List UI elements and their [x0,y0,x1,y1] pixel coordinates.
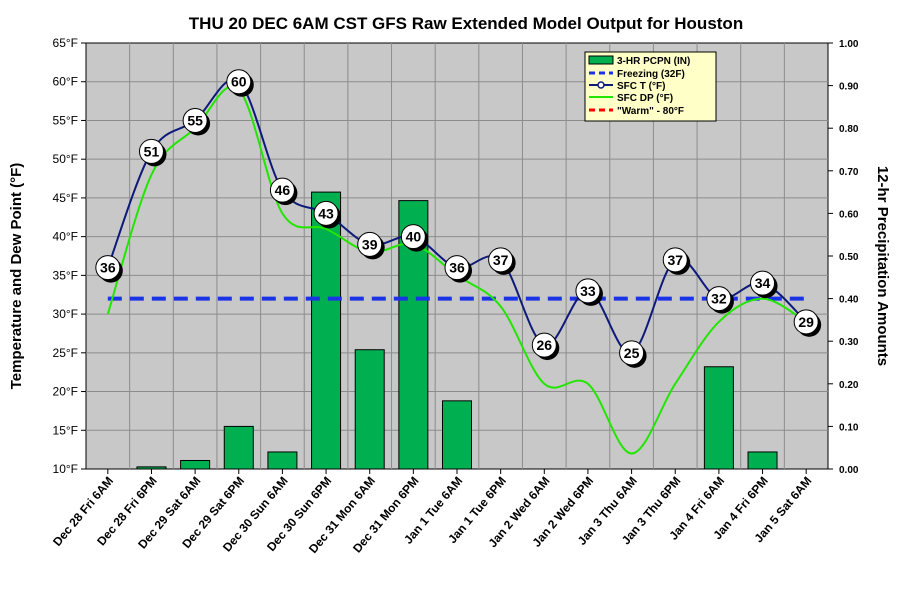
precip-bar [311,191,342,470]
left-tick-label: 45°F [53,191,78,205]
temp-marker [226,69,252,95]
left-tick-label: 30°F [53,307,78,321]
temp-marker [182,107,208,133]
temp-marker [488,247,514,273]
left-tick-label: 55°F [53,113,78,127]
temp-value-label: 37 [493,252,509,268]
temp-value-label: 34 [755,275,771,291]
legend: 3-HR PCPN (IN) Freezing (32F) SFC T (°F)… [584,51,717,122]
left-tick-label: 20°F [53,385,78,399]
temp-marker [575,278,601,304]
temp-value-label: 33 [580,283,596,299]
temp-marker [313,200,339,226]
temp-value-label: 43 [318,205,334,221]
left-axis-ticks: 10°F 15°F 20°F 25°F 30°F 35°F 40°F 45°F 50°F 55°F… [53,36,86,476]
left-tick-label: 65°F [53,36,78,50]
temp-marker [95,255,121,281]
left-tick-label: 35°F [53,268,78,282]
right-axis-label: 12-hr Precipitation Amounts [874,166,891,366]
right-tick-label: 0.00 [839,465,859,476]
right-tick-label: 0.30 [839,337,859,348]
temp-marker [706,286,732,312]
precip-bar [136,466,167,470]
right-tick-label: 0.20 [839,380,859,391]
temp-marker [138,138,164,164]
precip-bar [442,400,472,470]
temp-value-label: 40 [406,229,422,245]
precip-bar [703,366,734,470]
left-tick-label: 60°F [53,75,78,89]
precip-bar [747,451,778,470]
temp-value-label: 36 [449,260,465,276]
temp-value-label: 60 [231,74,247,90]
temp-value-label: 36 [100,260,116,276]
precip-bar [180,459,211,470]
left-tick-label: 25°F [53,346,78,360]
legend-label-sfct: SFC T (°F) [617,81,665,92]
left-tick-label: 15°F [53,423,78,437]
precip-bars [136,191,778,470]
temp-marker [531,332,557,358]
temp-marker [444,255,470,281]
left-tick-label: 50°F [53,152,78,166]
temp-markers: 36 51 55 60 46 43 39 40 36 37 26 33 25 37 32 34 29 [95,69,822,368]
temp-marker [662,247,688,273]
temp-marker [269,177,295,203]
right-tick-label: 0.90 [839,82,859,93]
temp-value-label: 46 [275,182,291,198]
right-tick-label: 0.80 [839,124,859,135]
temp-value-label: 51 [144,143,160,159]
chart-title: THU 20 DEC 6AM CST GFS Raw Extended Mode… [189,14,743,33]
right-tick-label: 1.00 [839,39,859,50]
temp-value-label: 26 [537,337,553,353]
legend-marker-sfct [597,81,605,89]
legend-label-sfcdp: SFC DP (°F) [617,93,673,104]
precip-bar [354,349,385,470]
right-tick-label: 0.60 [839,209,859,220]
right-tick-label: 0.70 [839,167,859,178]
temp-value-label: 25 [624,345,640,361]
left-tick-label: 10°F [53,462,78,476]
legend-label-warm: "Warm" - 80°F [617,106,684,117]
legend-swatch-pcpn [588,55,614,65]
precip-bar [223,425,254,470]
temp-value-label: 29 [798,314,814,330]
right-tick-label: 0.10 [839,422,859,433]
right-tick-label: 0.40 [839,295,859,306]
temp-marker [750,270,776,296]
legend-label-pcpn: 3-HR PCPN (IN) [617,56,690,67]
left-tick-label: 40°F [53,230,78,244]
gridlines [86,43,828,469]
precip-bar [267,451,298,470]
temp-value-label: 55 [187,112,203,128]
left-axis-label: Temperature and Dew Point (°F) [8,163,25,390]
temp-marker [357,231,383,257]
temp-marker [400,224,426,250]
temp-marker [619,340,645,366]
temp-marker [793,309,819,335]
temp-value-label: 39 [362,236,378,252]
temp-value-label: 32 [711,291,727,307]
temp-value-label: 37 [667,252,683,268]
legend-label-freezing: Freezing (32F) [617,69,685,80]
right-axis-ticks: 0.00 0.10 0.20 0.30 0.40 0.50 0.60 0.70 0.80 0.90… [828,39,859,476]
right-tick-label: 0.50 [839,252,859,263]
